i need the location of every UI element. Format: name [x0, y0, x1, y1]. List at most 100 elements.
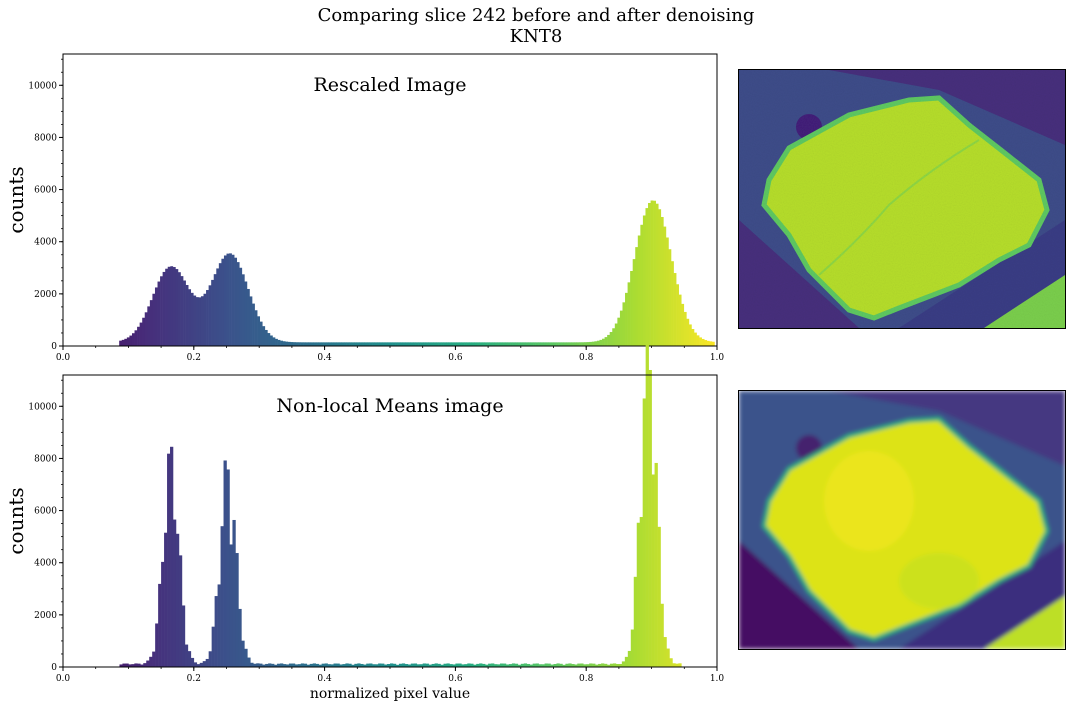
histogram-bar	[451, 342, 455, 346]
histogram-bar	[250, 662, 254, 667]
histogram-bar	[446, 663, 450, 667]
histogram-bar	[655, 203, 659, 346]
histogram-bar	[497, 664, 501, 667]
histogram-bar	[395, 342, 398, 346]
histogram-bar	[413, 663, 418, 667]
histogram-bar	[488, 663, 492, 667]
histogram-bar	[543, 342, 547, 346]
histogram-bar	[164, 532, 168, 667]
histogram-bar	[139, 322, 143, 346]
histogram-bar	[336, 342, 340, 346]
histogram-bar	[419, 664, 423, 667]
y-axis-label: counts	[4, 166, 28, 233]
histogram-bar	[433, 342, 437, 346]
histogram-bar	[538, 664, 542, 667]
histogram-bar	[178, 555, 183, 667]
histogram-bar	[167, 453, 171, 667]
histogram-bar	[361, 342, 365, 346]
histogram-bar	[254, 310, 258, 346]
histogram-bar	[149, 656, 153, 667]
histogram-bar	[640, 224, 644, 346]
histogram-bar	[696, 335, 700, 346]
histogram-bar	[232, 519, 236, 667]
histogram-bar	[673, 273, 677, 346]
histogram-bar	[581, 342, 585, 346]
x-tick-label: 0.2	[187, 353, 201, 363]
histogram-bar	[282, 664, 287, 667]
histogram-bar	[129, 335, 133, 346]
histogram-bar	[193, 295, 197, 346]
x-tick-label: 0.8	[579, 674, 594, 684]
histogram-bar	[410, 342, 414, 346]
histogram-bar	[595, 664, 599, 667]
y-tick-label: 4000	[34, 238, 57, 248]
histogram-bar	[456, 342, 460, 346]
histogram-bar	[648, 202, 651, 346]
histogram-bar	[239, 267, 243, 346]
histogram-bar	[262, 664, 266, 667]
histogram-bar	[375, 664, 379, 667]
histogram-bar	[226, 253, 230, 346]
histogram-bar	[622, 302, 626, 346]
histogram-bar	[231, 254, 235, 346]
histogram-bar	[650, 200, 654, 346]
histogram-bar	[618, 663, 623, 667]
y-tick-label: 0	[51, 663, 57, 673]
histogram-bar	[425, 663, 429, 667]
histogram-bar	[491, 663, 495, 667]
histogram-bar	[155, 623, 159, 667]
histogram-bar	[295, 342, 299, 346]
histogram-bar	[511, 663, 516, 667]
histogram-bar	[265, 663, 269, 667]
histogram-bar	[244, 281, 248, 346]
histogram-bar	[487, 342, 490, 346]
histogram-bar	[384, 342, 388, 346]
histogram-bar	[586, 342, 590, 346]
histogram-bar	[372, 664, 376, 667]
histogram-bar	[418, 342, 421, 346]
histogram-bar	[492, 342, 496, 346]
histogram-bar	[672, 663, 676, 667]
histogram-bar	[387, 342, 391, 346]
histogram-bar	[253, 663, 257, 667]
histogram-bar	[152, 651, 156, 667]
histogram-bar	[354, 342, 358, 346]
histogram-bar	[538, 342, 542, 346]
denoised-slice-image	[738, 390, 1066, 650]
histogram-bar	[448, 342, 452, 346]
histogram-bar	[125, 663, 129, 667]
histogram-bar	[489, 342, 493, 346]
histogram-bar	[348, 663, 352, 667]
histogram-bar	[397, 342, 401, 346]
histogram-bar	[416, 664, 421, 667]
histogram-bar	[170, 266, 174, 346]
histogram-bar	[609, 332, 613, 346]
histogram-bar	[627, 282, 631, 346]
histogram-bar	[357, 663, 361, 667]
histogram-bar	[193, 662, 198, 667]
histogram-bar	[660, 216, 664, 346]
histogram-bar	[275, 338, 278, 346]
histogram-bar	[706, 340, 710, 346]
histogram-bar	[158, 583, 162, 667]
histogram-bar	[547, 663, 551, 667]
histogram-bar	[285, 664, 290, 667]
histogram-bar	[287, 341, 291, 346]
histogram-bar	[510, 342, 513, 346]
histogram-bar	[330, 664, 334, 667]
x-tick-label: 0.6	[448, 674, 463, 684]
histogram-bar	[229, 544, 233, 667]
histogram-bar	[309, 663, 314, 667]
rescaled-slice-image	[738, 69, 1066, 329]
histogram-bar	[161, 561, 165, 667]
histogram-bar	[211, 626, 215, 667]
histogram-bar	[599, 339, 603, 346]
histogram-bar	[630, 270, 633, 346]
histogram-bar	[668, 249, 672, 346]
histogram-bar	[580, 663, 584, 667]
histogram-bar	[512, 342, 516, 346]
y-tick-label: 2000	[34, 290, 57, 300]
histogram-bar	[144, 312, 148, 346]
histogram-bar	[402, 342, 406, 346]
histogram-bar	[257, 316, 261, 346]
